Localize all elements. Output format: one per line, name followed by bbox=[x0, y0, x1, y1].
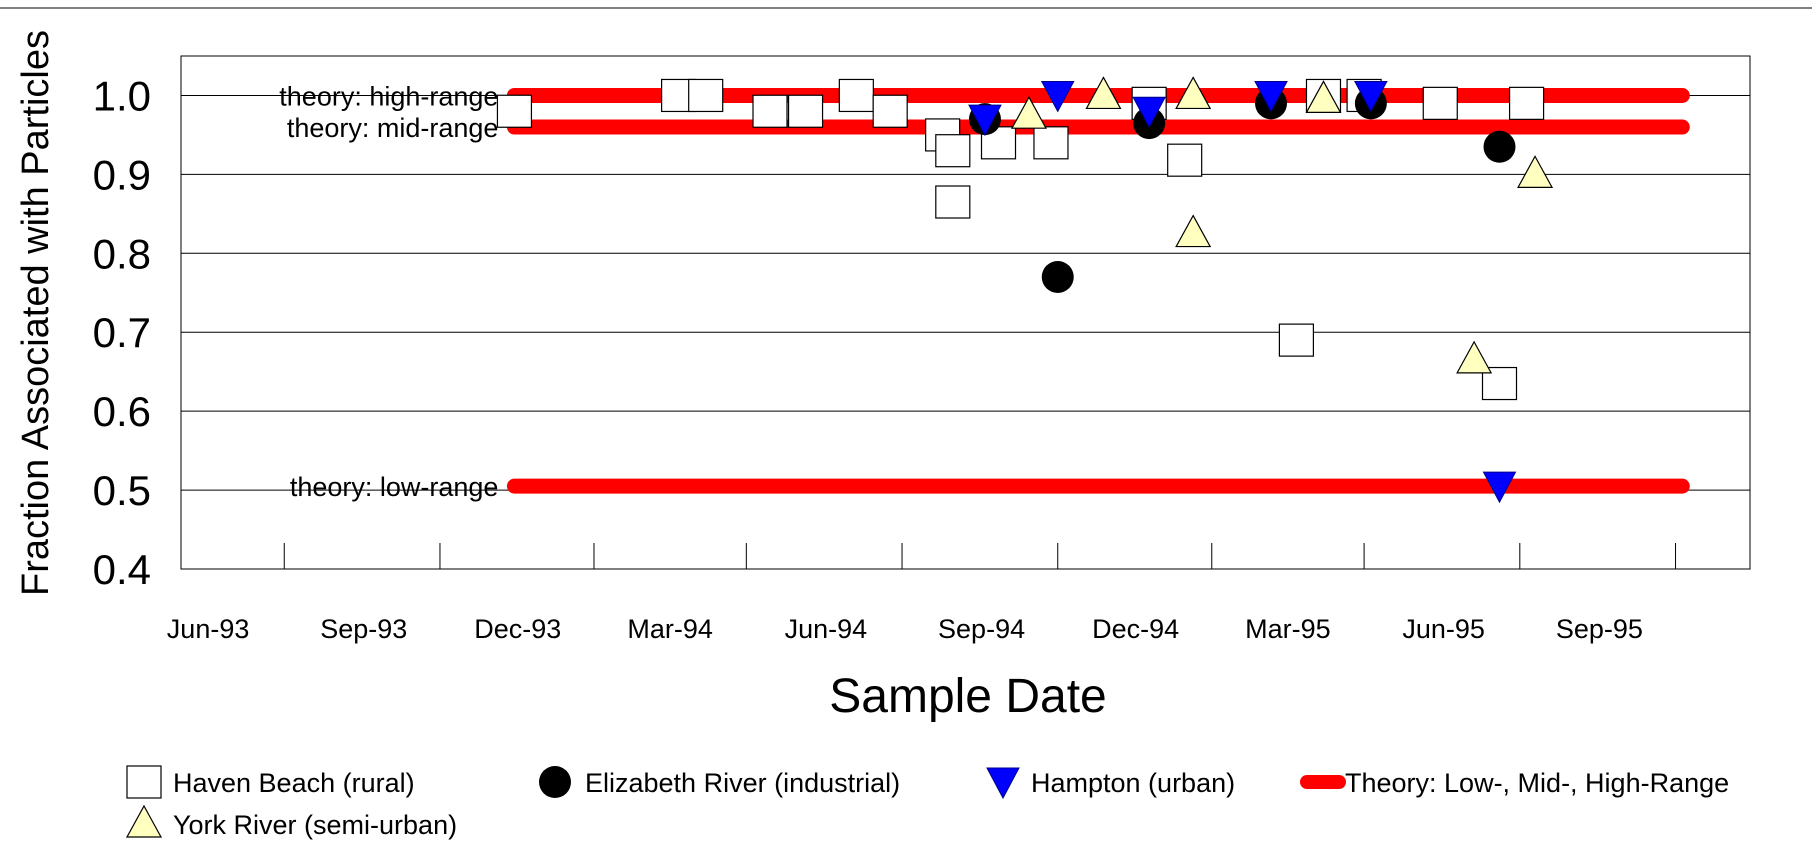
y-tick-label: 0.4 bbox=[93, 546, 151, 593]
data-point bbox=[1167, 143, 1203, 177]
x-ticks bbox=[283, 543, 1677, 569]
data-point bbox=[1085, 76, 1122, 110]
x-tick-label: Dec-94 bbox=[1092, 614, 1179, 644]
data-point bbox=[752, 94, 788, 128]
legend-label: Haven Beach (rural) bbox=[173, 768, 415, 798]
legend-label: Hampton (urban) bbox=[1031, 768, 1235, 798]
x-tick-labels: Jun-93 Sep-93 Dec-93 Mar-94 Jun-94 Sep-94 Dec-… bbox=[167, 614, 1643, 644]
x-tick-label: Mar-95 bbox=[1245, 614, 1331, 644]
y-axis-label: Fraction Associated with Particles bbox=[15, 30, 57, 596]
data-point bbox=[935, 185, 971, 219]
data-point bbox=[1482, 471, 1517, 504]
data-point bbox=[1354, 80, 1388, 113]
y-tick-label: 1.0 bbox=[93, 72, 151, 119]
data-point bbox=[1456, 340, 1493, 374]
data-point bbox=[1483, 130, 1516, 163]
data-point bbox=[1305, 80, 1342, 114]
legend-label: York River (semi-urban) bbox=[173, 810, 457, 840]
x-tick-label: Mar-94 bbox=[627, 614, 713, 644]
data-point bbox=[1175, 214, 1212, 248]
data-point bbox=[935, 134, 971, 168]
x-tick-label: Sep-94 bbox=[938, 614, 1025, 644]
y-tick-label: 0.7 bbox=[93, 309, 151, 356]
x-tick-label: Sep-95 bbox=[1556, 614, 1643, 644]
data-markers bbox=[496, 76, 1554, 504]
data-point bbox=[1278, 323, 1314, 357]
legend-swatch bbox=[125, 804, 163, 838]
x-tick-label: Jun-93 bbox=[167, 614, 250, 644]
data-point bbox=[1033, 126, 1069, 160]
data-point bbox=[872, 94, 908, 128]
data-point bbox=[838, 78, 874, 113]
theory-line-label: theory: high-range bbox=[279, 81, 498, 111]
data-point bbox=[496, 94, 533, 128]
y-tick-label: 0.8 bbox=[93, 230, 151, 277]
legend: Haven Beach (rural) Elizabeth River (indu… bbox=[125, 765, 1729, 840]
y-tick-label: 0.5 bbox=[93, 467, 151, 514]
legend-swatch bbox=[539, 766, 571, 798]
x-tick-label: Jun-94 bbox=[785, 614, 868, 644]
data-point bbox=[1508, 86, 1545, 120]
data-point bbox=[688, 78, 724, 113]
x-tick-label: Dec-93 bbox=[474, 614, 561, 644]
x-tick-label: Sep-93 bbox=[320, 614, 407, 644]
data-point bbox=[787, 94, 824, 128]
data-point bbox=[1422, 86, 1458, 120]
theory-line-label: theory: mid-range bbox=[287, 113, 499, 143]
data-point bbox=[1254, 80, 1288, 113]
data-point bbox=[968, 104, 1002, 137]
data-point bbox=[1040, 80, 1075, 113]
legend-swatch bbox=[986, 767, 1020, 800]
legend-swatch bbox=[126, 765, 162, 799]
data-point bbox=[1010, 95, 1047, 129]
x-tick-label: Jun-95 bbox=[1402, 614, 1485, 644]
y-tick-label: 0.9 bbox=[93, 151, 151, 198]
legend-label: Elizabeth River (industrial) bbox=[585, 768, 900, 798]
y-tick-labels: 0.4 0.5 0.6 0.7 0.8 0.9 1.0 bbox=[93, 72, 151, 593]
theory-line-label: theory: low-range bbox=[290, 472, 499, 502]
data-point bbox=[1132, 96, 1166, 129]
data-point bbox=[1517, 155, 1554, 188]
y-tick-label: 0.6 bbox=[93, 388, 151, 435]
data-point bbox=[1175, 76, 1212, 110]
data-point bbox=[1041, 260, 1074, 293]
x-axis-label: Sample Date bbox=[829, 670, 1106, 723]
legend-label: Theory: Low-, Mid-, High-Range bbox=[1345, 768, 1729, 798]
